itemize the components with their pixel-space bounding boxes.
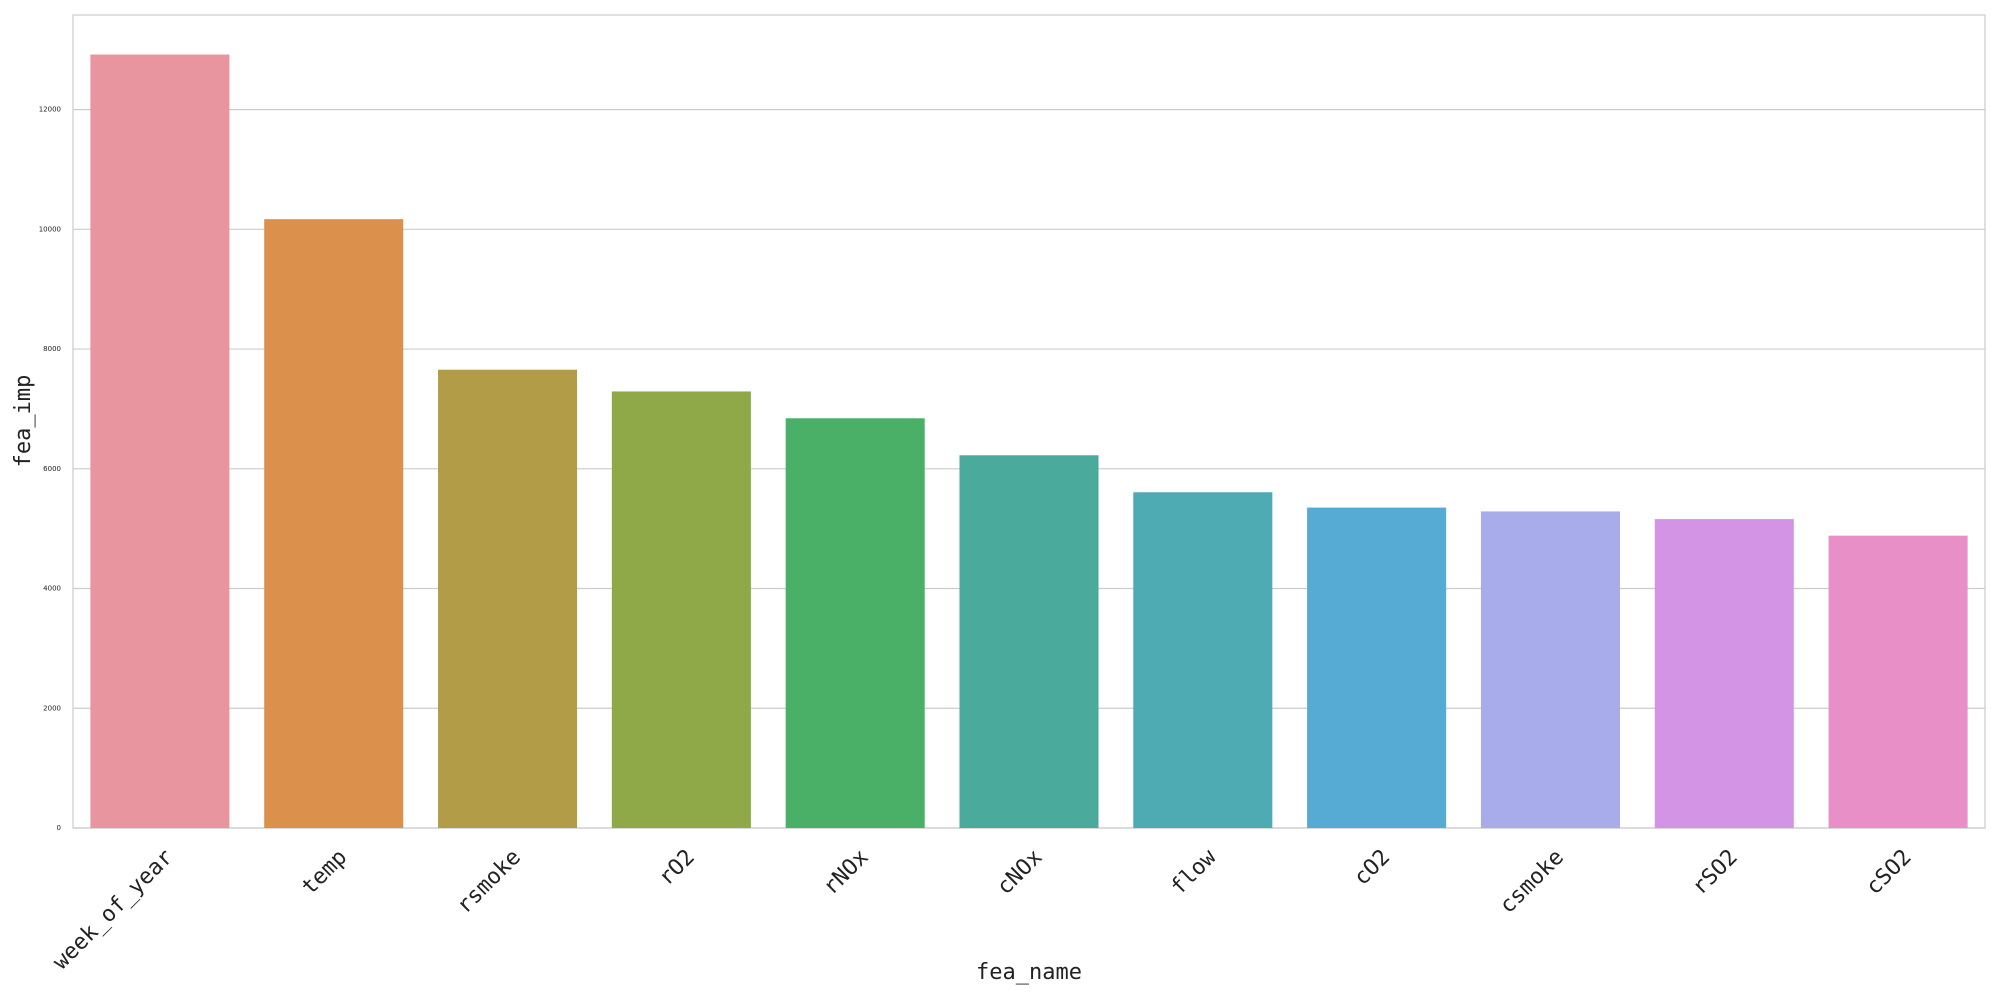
bar — [1480, 511, 1620, 828]
x-tick-label: csmoke — [1495, 845, 1569, 919]
y-tick-label: 2000 — [43, 704, 61, 712]
y-tick-label: 4000 — [43, 585, 61, 593]
x-tick-label: rO2 — [654, 845, 700, 891]
x-tick-label: rSO2 — [1688, 845, 1743, 900]
bar — [959, 455, 1099, 828]
bar — [1307, 507, 1447, 828]
bar — [611, 391, 751, 828]
x-tick-label: rNOx — [819, 845, 874, 900]
x-tick-label: week_of_year — [48, 845, 178, 975]
y-tick-label: 6000 — [43, 465, 61, 473]
x-tick-label: cSO2 — [1861, 845, 1916, 900]
x-axis-label: fea_name — [976, 960, 1082, 985]
x-tick-label: cO2 — [1349, 845, 1395, 891]
y-tick-label: 8000 — [43, 345, 61, 353]
x-tick-label: rsmoke — [452, 845, 526, 919]
bar — [90, 54, 230, 829]
bar — [785, 418, 925, 828]
x-tick-label: flow — [1166, 844, 1222, 900]
bar — [1828, 535, 1968, 828]
x-tick-label: cNOx — [992, 845, 1047, 900]
bar — [1133, 492, 1273, 828]
y-tick-label: 12000 — [39, 106, 61, 114]
x-tick-label: temp — [297, 845, 352, 900]
bar — [1654, 519, 1794, 828]
y-axis-label: fea_imp — [11, 375, 36, 468]
bar — [264, 219, 404, 828]
y-tick-label: 0 — [57, 824, 61, 832]
bar — [438, 369, 578, 828]
y-tick-label: 10000 — [39, 225, 61, 233]
